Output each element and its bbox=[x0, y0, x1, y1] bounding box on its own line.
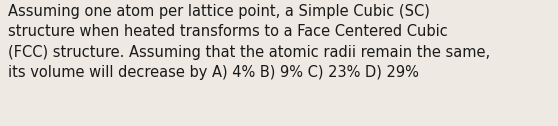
Text: Assuming one atom per lattice point, a Simple Cubic (SC)
structure when heated t: Assuming one atom per lattice point, a S… bbox=[8, 4, 490, 80]
